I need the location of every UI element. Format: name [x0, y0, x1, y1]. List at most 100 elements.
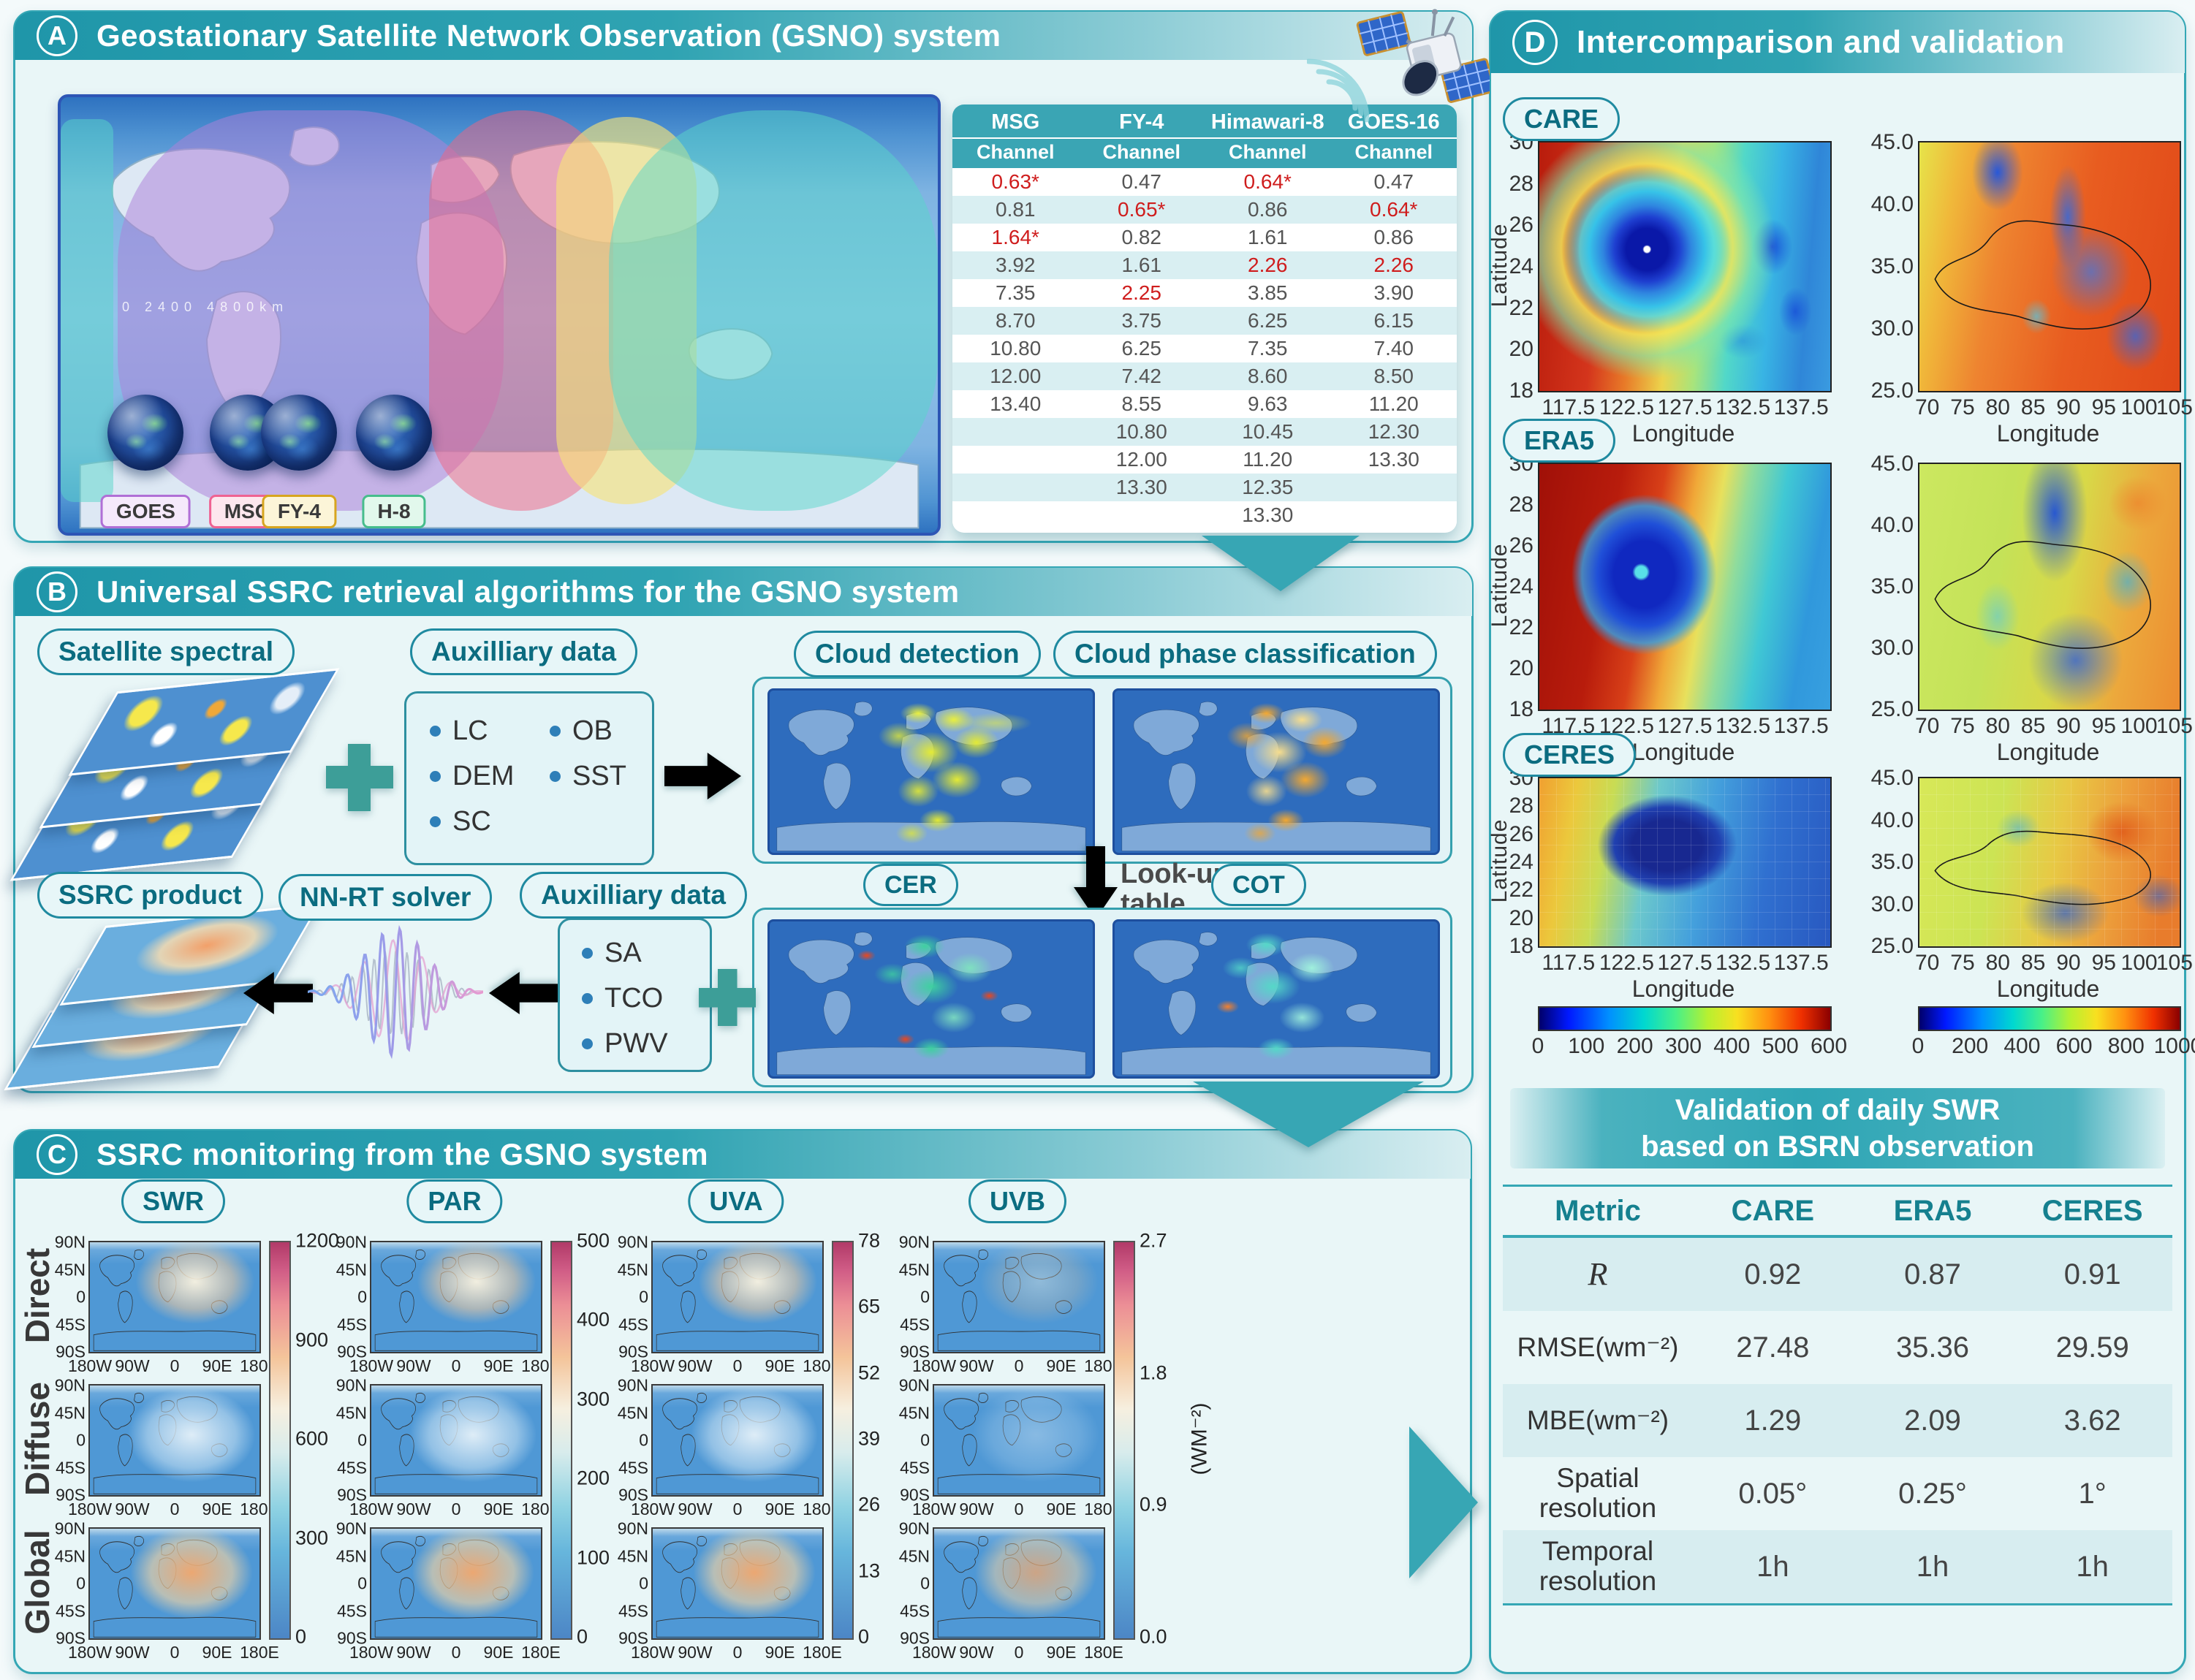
y-tick: 0 — [920, 1430, 930, 1450]
channel-value: 2.25 — [1121, 281, 1162, 304]
satellite-label-fy-4: FY-4 — [262, 495, 336, 528]
satellite-label-goes: GOES — [100, 495, 191, 528]
y-tick: 0 — [357, 1573, 367, 1593]
arrow-left-icon — [489, 972, 558, 1014]
metric-label: Spatial resolution — [1539, 1463, 1657, 1523]
map-uva-global: 90N 45N 0 45S 90S 180W 90W 0 90E 180E — [618, 1519, 842, 1662]
y-tick: 45S — [618, 1458, 648, 1477]
channel-subheader: Channel — [1102, 141, 1180, 163]
y-tick: 90S — [337, 1342, 367, 1361]
x-tick: 122.5 — [1599, 951, 1654, 975]
band-line1: Validation of daily SWR — [1675, 1094, 2001, 1126]
metric-value: 1h — [1756, 1550, 1789, 1583]
row-label-diffuse: Diffuse — [18, 1382, 56, 1496]
panel-d-badge: D — [1512, 20, 1558, 65]
x-tick: 90E — [202, 1356, 232, 1375]
y-tick: 45N — [54, 1546, 86, 1565]
channel-value: 3.85 — [1248, 281, 1288, 304]
colorbar-right — [1918, 1006, 2181, 1031]
aux-item: TCO — [582, 976, 668, 1021]
y-tick: 0 — [76, 1430, 86, 1450]
y-tick: 45.0 — [1870, 766, 1914, 790]
y-tick: 40.0 — [1870, 807, 1914, 832]
x-tick: 180W — [67, 1500, 113, 1519]
x-tick: 90E — [765, 1643, 795, 1662]
y-tick: 26 — [1509, 821, 1534, 846]
channel-value: 10.80 — [1115, 420, 1167, 443]
x-tick: 100 — [2120, 951, 2158, 975]
channel-value: 0.82 — [1121, 226, 1162, 248]
label-cot: COT — [1211, 864, 1306, 906]
x-tick: 75 — [1950, 395, 1975, 419]
validation-header: Metric — [1555, 1194, 1641, 1227]
channel-value: 2.26 — [1248, 254, 1288, 276]
channel-value: 1.61 — [1121, 254, 1162, 276]
y-tick: 90N — [898, 1232, 930, 1252]
channel-subheader: Channel — [1354, 141, 1433, 163]
colorbar-tick: 200 — [1952, 1034, 1989, 1058]
bullet-icon — [582, 947, 593, 959]
validation-row: Spatial resolution 0.05° 0.25° 1° — [1503, 1457, 2172, 1530]
x-tick: 0 — [451, 1500, 461, 1519]
channel-value: 8.55 — [1121, 392, 1162, 415]
channel-subheader: Channel — [976, 141, 1055, 163]
cer-cot-maps-box — [752, 908, 1452, 1087]
channel-table-body: 0.63* 0.47 0.64* 0.47 0.81 0.65* 0.86 0.64* 1.64… — [952, 168, 1457, 529]
row-label-global: Global — [18, 1529, 56, 1635]
channel-value: 6.15 — [1373, 309, 1414, 332]
channel-column-header: Himawari-8 — [1210, 110, 1324, 134]
channel-value: 0.47 — [1121, 170, 1162, 193]
column-label-swr: SWR — [121, 1179, 225, 1223]
colorbar-tick: 0 — [295, 1625, 307, 1648]
channel-table-row: 10.80 10.45 12.30 — [952, 418, 1457, 446]
satellite-icon — [1307, 9, 1490, 123]
aux-item-label: SST — [572, 760, 626, 791]
y-tick: 90S — [618, 1628, 648, 1648]
channel-value: 11.20 — [1243, 448, 1293, 471]
channel-value: 12.30 — [1368, 420, 1419, 443]
y-tick: 22 — [1509, 295, 1534, 320]
x-tick: 95 — [2091, 714, 2116, 738]
cloud-detection-map — [767, 688, 1095, 855]
channel-value: 7.40 — [1373, 337, 1414, 360]
colorbar-tick: 65 — [858, 1295, 881, 1318]
colorbar-tick: 800 — [2107, 1034, 2145, 1058]
x-tick: 70 — [1914, 951, 1940, 975]
y-tick: 40.0 — [1870, 513, 1914, 537]
colorbar-tick: 400 — [577, 1308, 610, 1331]
y-tick: 22 — [1509, 615, 1534, 639]
y-tick: 90S — [618, 1485, 648, 1505]
channel-value: 0.64* — [1243, 170, 1292, 193]
map-care-region1: 30 28 26 24 22 20 18 117.5 122.5 127.5 132.5 137.5 — [1509, 130, 1832, 419]
y-tick: 45N — [617, 1260, 648, 1279]
y-tick: 45N — [898, 1403, 930, 1422]
map-uvb-global: 90N 45N 0 45S 90S 180W 90W 0 90E 180E — [899, 1519, 1123, 1662]
channel-table-subheader: Channel Channel Channel Channel — [952, 137, 1457, 168]
x-tick: 90W — [115, 1643, 150, 1662]
metric-value: 3.62 — [2063, 1404, 2121, 1437]
x-tick: 180E — [1084, 1643, 1123, 1662]
earth-globe — [261, 395, 338, 471]
y-tick: 90N — [898, 1375, 930, 1395]
y-tick: 0 — [920, 1573, 930, 1593]
channel-value: 7.42 — [1121, 365, 1162, 387]
y-tick: 0 — [920, 1287, 930, 1307]
x-tick: 90E — [483, 1356, 514, 1375]
y-tick: 90S — [618, 1342, 648, 1361]
colorbar-tick: 78 — [858, 1229, 881, 1252]
x-tick: 137.5 — [1773, 395, 1829, 419]
metric-label: RMSE(wm⁻²) — [1517, 1331, 1679, 1362]
x-tick: 90W — [396, 1500, 431, 1519]
pixel-grid — [1539, 778, 1830, 946]
arrow-left-icon — [243, 972, 313, 1014]
channel-value: 7.35 — [996, 281, 1036, 304]
y-tick: 35.0 — [1870, 254, 1914, 278]
validation-row: R 0.92 0.87 0.91 — [1503, 1238, 2172, 1311]
channel-table-row: 7.35 2.25 3.85 3.90 — [952, 279, 1457, 307]
x-tick: 100 — [2120, 395, 2158, 419]
map-swr-diffuse: 90N 45N 0 45S 90S 180W 90W 0 90E 180E — [55, 1376, 279, 1519]
channel-value: 7.35 — [1248, 337, 1288, 360]
panel-b-badge: B — [37, 571, 77, 612]
metric-value: 2.09 — [1904, 1404, 1961, 1437]
colorbar-tick: 13 — [858, 1559, 881, 1582]
